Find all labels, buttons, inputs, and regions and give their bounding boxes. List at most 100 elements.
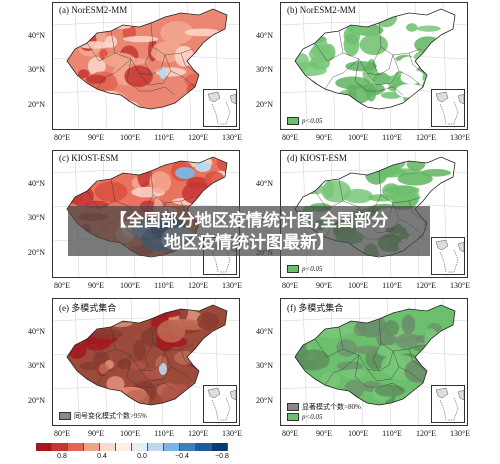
colorbar-segment xyxy=(84,443,100,451)
south-china-sea-inset-map xyxy=(207,387,237,421)
panel-title: (a) NorESM2-MM xyxy=(59,5,128,15)
china-border xyxy=(66,8,228,110)
value-patch xyxy=(106,376,125,392)
value-patch xyxy=(406,23,418,32)
longitude-tick-label: 90°E xyxy=(87,133,105,142)
province-boundary xyxy=(96,58,132,90)
value-patch xyxy=(94,181,128,202)
value-patch xyxy=(67,88,79,109)
south-china-sea-inset-map xyxy=(207,91,237,125)
negative-patch xyxy=(159,67,167,79)
banner-text: 【全国部分地区疫情统计图,全国部分 地区疫情统计图最新】 xyxy=(68,210,430,254)
longitude-tick-label: 80°E xyxy=(53,281,71,290)
value-patch xyxy=(177,305,189,322)
value-patch xyxy=(87,56,106,76)
banner-line-2: 地区疫情统计图最新】 xyxy=(164,233,334,253)
value-patch xyxy=(117,358,131,370)
longitude-tick-label: 90°E xyxy=(315,429,333,438)
longitude-tick-label: 120°E xyxy=(187,133,209,142)
value-patch xyxy=(427,190,455,213)
latitude-tick-label: 40°N xyxy=(28,31,45,40)
latitude-tick-label: 20°N xyxy=(256,396,273,405)
legend-swatch xyxy=(287,117,299,125)
value-patch xyxy=(67,342,87,359)
map-svg xyxy=(281,3,467,129)
colorbar-segment xyxy=(132,443,148,451)
value-patch xyxy=(373,72,391,85)
value-patch xyxy=(79,361,104,371)
latitude-tick-label: 40°N xyxy=(256,31,273,40)
value-patch xyxy=(413,344,450,353)
value-patch xyxy=(101,81,112,90)
value-patch xyxy=(160,21,194,45)
nine-dash-line xyxy=(439,249,459,273)
colorbar-segment xyxy=(164,443,180,451)
latitude-tick-label: 30°N xyxy=(256,361,273,370)
legend-entry: 显著模式个数>80% xyxy=(287,402,361,412)
longitude-tick-label: 120°E xyxy=(187,281,209,290)
inset-land xyxy=(435,387,449,399)
value-patch xyxy=(72,174,101,184)
province-boundary xyxy=(324,354,360,386)
value-patch xyxy=(381,91,402,99)
value-patch xyxy=(336,339,358,357)
south-china-sea-inset-map xyxy=(435,91,465,125)
inset-frame xyxy=(431,385,465,423)
value-patch xyxy=(321,180,352,203)
value-patch xyxy=(366,84,377,102)
latitude-tick-label: 20°N xyxy=(28,100,45,109)
longitude-tick-label: 130°E xyxy=(221,281,243,290)
longitude-tick-label: 100°E xyxy=(347,281,369,290)
value-patch xyxy=(71,25,91,32)
province-boundary xyxy=(126,58,176,96)
value-patch xyxy=(427,346,442,354)
value-patch xyxy=(414,36,442,54)
longitude-tick-label: 90°E xyxy=(315,281,333,290)
nine-dash-line xyxy=(439,397,459,421)
legend-swatch xyxy=(287,265,299,273)
value-patch xyxy=(181,182,212,205)
longitude-tick-label: 90°E xyxy=(87,429,105,438)
south-china-sea-inset-map xyxy=(435,239,465,273)
value-patch xyxy=(392,185,420,209)
legend-label: 同号变化模式个数>95% xyxy=(74,412,147,420)
province-boundary xyxy=(86,338,116,358)
value-patch xyxy=(436,37,455,46)
value-patch xyxy=(98,363,109,375)
colorbar-segment xyxy=(100,443,116,451)
value-patch xyxy=(108,19,134,29)
legend-entry: 同号变化模式个数>95% xyxy=(59,411,147,421)
province-boundary xyxy=(96,354,132,386)
china-border xyxy=(294,8,456,110)
province-boundary xyxy=(180,348,200,372)
panel-title: (c) KIOST-ESM xyxy=(59,153,119,163)
value-patch xyxy=(310,44,333,58)
value-patch xyxy=(341,368,366,379)
inset-land xyxy=(207,387,221,399)
inset-frame xyxy=(431,237,465,275)
value-patch xyxy=(301,184,327,195)
inset-frame xyxy=(431,89,465,127)
title-banner: 【全国部分地区疫情统计图,全国部分 地区疫情统计图最新】 xyxy=(68,206,430,256)
panel-title: (f) 多模式集合 xyxy=(287,303,344,313)
value-patch xyxy=(374,384,406,397)
negative-patch xyxy=(195,162,211,172)
value-patch xyxy=(81,98,91,109)
south-china-sea-inset-map xyxy=(435,387,465,421)
colorbar-segment xyxy=(148,443,164,451)
legend-entry: p<0.05 xyxy=(287,413,322,421)
legend-label: p<0.05 xyxy=(302,413,323,421)
colorbar-segment xyxy=(68,443,84,451)
value-patch xyxy=(137,163,151,188)
longitude-tick-label: 90°E xyxy=(87,281,105,290)
value-patch xyxy=(372,157,400,178)
province-boundary xyxy=(86,42,116,62)
latitude-tick-label: 20°N xyxy=(28,248,45,257)
province-boundary xyxy=(314,42,344,62)
longitude-tick-label: 80°E xyxy=(281,281,299,290)
china-border xyxy=(294,304,456,406)
panel-title: (d) KIOST-ESM xyxy=(287,153,347,163)
latitude-tick-label: 30°N xyxy=(28,361,45,370)
colorbar-tick-label: 0.4 xyxy=(97,453,107,460)
latitude-tick-label: 30°N xyxy=(28,213,45,222)
